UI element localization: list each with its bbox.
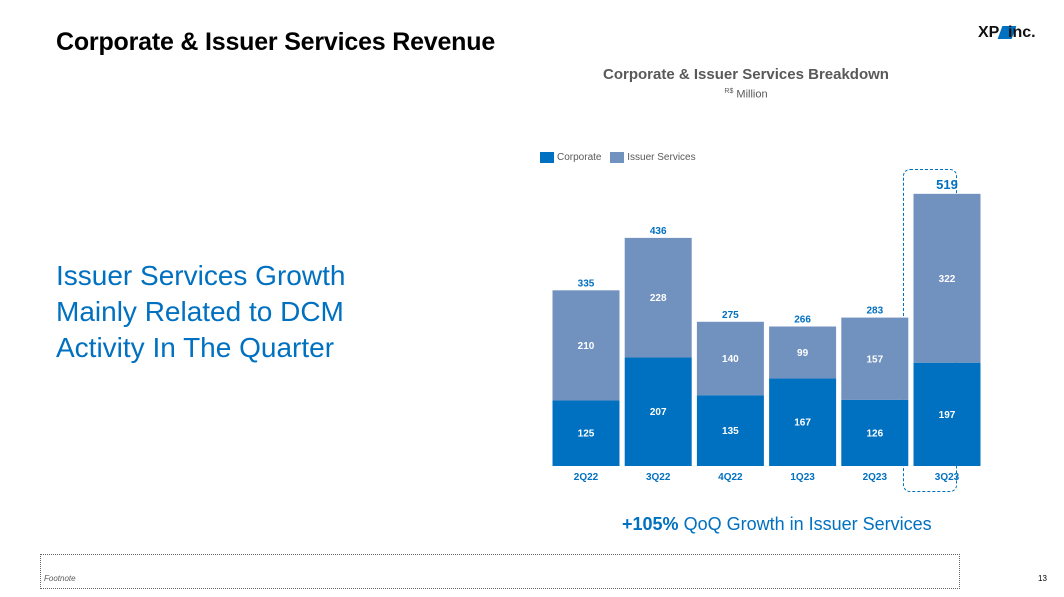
- bar-corporate-3q22: [624, 357, 692, 466]
- bar-issuer-services-2q22: [552, 290, 620, 401]
- bar-issuer-services-3q23: [913, 193, 981, 363]
- logo-suffix: inc.: [1008, 24, 1036, 41]
- legend-swatch-issuer-services: [610, 152, 625, 163]
- logo-prefix: XP: [978, 24, 1000, 41]
- x-tick-3q23: 3Q23: [935, 472, 960, 483]
- bar-corporate-1q23: [769, 378, 837, 466]
- legend-item-corporate: Corporate: [540, 152, 601, 163]
- value-label-issuer-services-2q23: 157: [866, 354, 883, 365]
- growth-callout: +105% QoQ Growth in Issuer Services: [622, 514, 932, 535]
- currency-symbol: R$: [724, 88, 734, 95]
- footnote: Footnote: [44, 574, 76, 583]
- value-label-issuer-services-2q22: 210: [578, 341, 595, 352]
- bar-corporate-2q23: [841, 399, 909, 466]
- value-label-corporate-3q22: 207: [650, 407, 667, 418]
- legend-label-issuer-services: Issuer Services: [627, 152, 696, 163]
- unit-label: Million: [733, 88, 768, 101]
- footnote-box: [40, 554, 960, 589]
- legend-swatch-corporate: [540, 152, 554, 163]
- bar-corporate-3q23: [913, 362, 981, 466]
- value-label-issuer-services-4q22: 140: [722, 354, 739, 365]
- x-tick-2q23: 2Q23: [863, 472, 888, 483]
- chart-title: Corporate & Issuer Services Breakdown: [603, 66, 889, 83]
- headline: Issuer Services Growth Mainly Related to…: [56, 260, 346, 363]
- value-label-corporate-1q23: 167: [794, 418, 811, 429]
- value-label-corporate-2q23: 126: [866, 428, 883, 439]
- bar-issuer-services-3q22: [624, 237, 692, 358]
- chart-legend: Corporate Issuer Services: [540, 152, 702, 166]
- total-label-2q22: 335: [578, 278, 595, 289]
- x-tick-2q22: 2Q22: [574, 472, 599, 483]
- chart-subtitle: R$ Million: [546, 88, 946, 101]
- value-label-issuer-services-1q23: 99: [797, 348, 809, 359]
- total-label-3q22: 436: [650, 226, 667, 237]
- value-label-corporate-2q22: 125: [578, 429, 595, 440]
- total-label-2q23: 283: [866, 306, 883, 317]
- total-label-4q22: 275: [722, 310, 739, 321]
- bar-issuer-services-1q23: [769, 326, 837, 379]
- x-tick-3q22: 3Q22: [646, 472, 671, 483]
- total-label-1q23: 266: [794, 315, 811, 326]
- value-label-issuer-services-3q23: 322: [939, 274, 956, 285]
- bar-issuer-services-2q23: [841, 317, 909, 400]
- page-title: Corporate & Issuer Services Revenue: [56, 28, 496, 56]
- bar-corporate-2q22: [552, 400, 620, 466]
- growth-percentage: +105%: [622, 514, 679, 534]
- x-tick-1q23: 1Q23: [790, 472, 815, 483]
- xp-inc-logo: XP inc.: [978, 24, 1038, 44]
- legend-item-issuer-services: Issuer Services: [610, 152, 696, 163]
- page-number: 13: [1038, 574, 1047, 583]
- legend-label-corporate: Corporate: [557, 152, 602, 163]
- bar-corporate-4q22: [696, 395, 764, 466]
- value-label-corporate-3q23: 197: [939, 410, 956, 421]
- x-tick-4q22: 4Q22: [718, 472, 743, 483]
- value-label-issuer-services-3q22: 228: [650, 293, 667, 304]
- total-label-3q23: 519: [936, 177, 958, 192]
- growth-text: QoQ Growth in Issuer Services: [678, 514, 932, 534]
- bar-issuer-services-4q22: [696, 321, 764, 396]
- value-label-corporate-4q22: 135: [722, 426, 739, 437]
